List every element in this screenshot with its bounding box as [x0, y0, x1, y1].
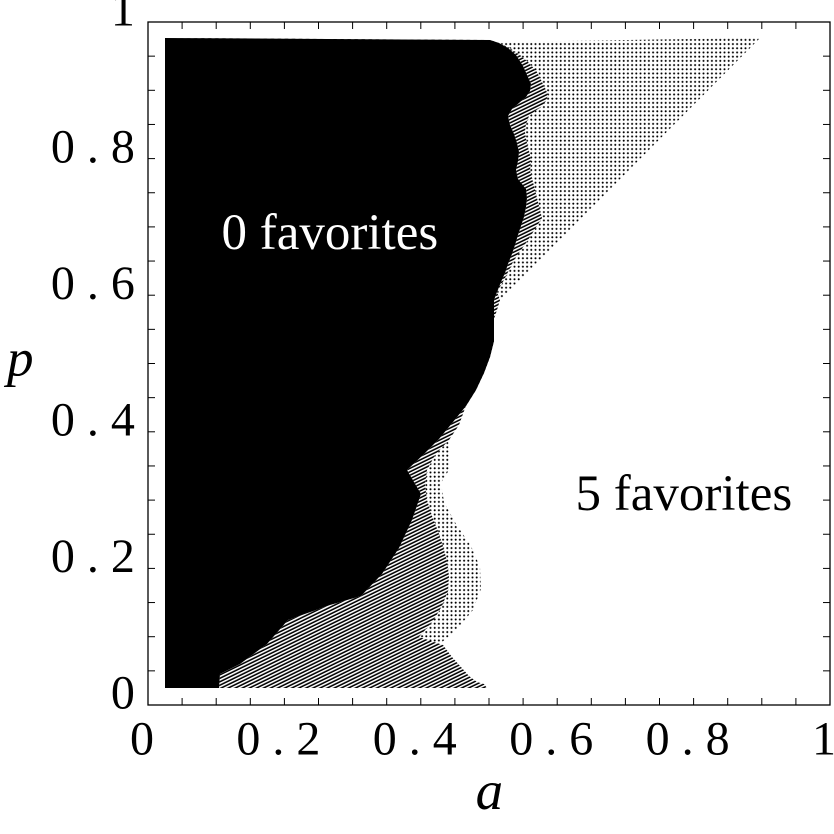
svg-text:0.4: 0.4	[51, 394, 147, 447]
svg-text:0 favorites: 0 favorites	[222, 205, 439, 261]
svg-text:0.6: 0.6	[509, 713, 605, 766]
svg-text:1: 1	[111, 0, 147, 37]
svg-text:0.8: 0.8	[51, 120, 147, 173]
svg-text:0.8: 0.8	[646, 713, 742, 766]
svg-text:a: a	[476, 760, 504, 821]
svg-text:0: 0	[111, 667, 147, 720]
svg-text:5 favorites: 5 favorites	[576, 466, 793, 522]
svg-text:0: 0	[130, 713, 166, 766]
svg-text:0.2: 0.2	[51, 530, 147, 583]
svg-text:1: 1	[812, 713, 834, 766]
svg-text:0.4: 0.4	[373, 713, 469, 766]
svg-text:p: p	[3, 330, 34, 388]
svg-text:0.2: 0.2	[236, 713, 332, 766]
svg-text:0.6: 0.6	[51, 257, 147, 310]
